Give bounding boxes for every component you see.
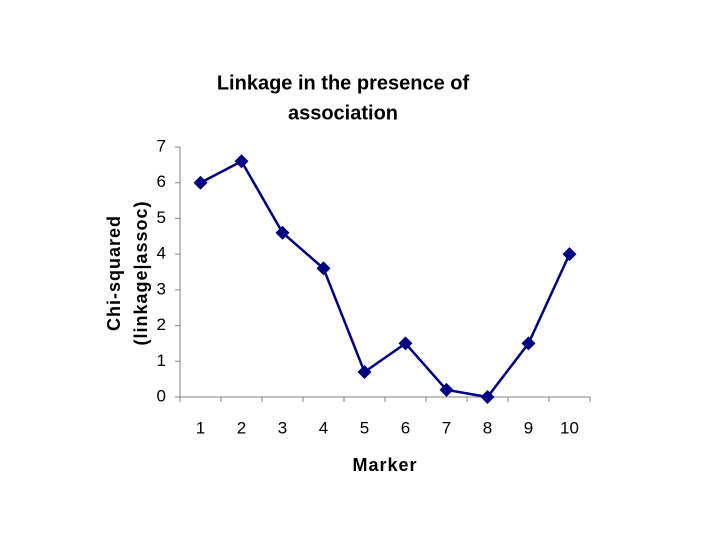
marker	[398, 336, 413, 351]
marker	[275, 225, 290, 240]
y-tick-label: 7	[157, 136, 166, 155]
marker	[193, 175, 208, 190]
x-tick-label: 3	[278, 418, 287, 437]
y-tick-label: 6	[157, 172, 166, 191]
x-tick-label: 9	[524, 418, 533, 437]
marker	[562, 247, 577, 262]
y-tick-label: 0	[157, 386, 166, 405]
marker	[234, 154, 249, 169]
x-tick-label: 6	[401, 418, 410, 437]
marker	[521, 336, 536, 351]
x-axis-label: Marker	[352, 455, 417, 475]
x-tick-label: 5	[360, 418, 369, 437]
x-tick-label: 10	[560, 418, 579, 437]
y-tick-label: 1	[157, 351, 166, 370]
y-axis-label: Chi-squared	[104, 215, 124, 331]
marker	[316, 261, 331, 276]
marker	[480, 390, 495, 404]
y-tick-label: 2	[157, 315, 166, 334]
x-tick-label: 7	[442, 418, 451, 437]
marker	[357, 365, 372, 379]
y-tick-label: 3	[157, 279, 166, 298]
y-axis-label: (linkage|assoc)	[131, 200, 151, 345]
x-tick-label: 8	[483, 418, 492, 437]
x-tick-label: 2	[237, 418, 246, 437]
chart-title: association	[288, 102, 398, 124]
marker	[439, 382, 454, 397]
y-tick-label: 4	[157, 244, 166, 263]
x-tick-label: 4	[319, 418, 328, 437]
line	[199, 159, 571, 399]
y-tick-label: 5	[157, 208, 166, 227]
chart-title: Linkage in the presence of	[217, 72, 470, 94]
x-tick-label: 1	[196, 418, 205, 437]
